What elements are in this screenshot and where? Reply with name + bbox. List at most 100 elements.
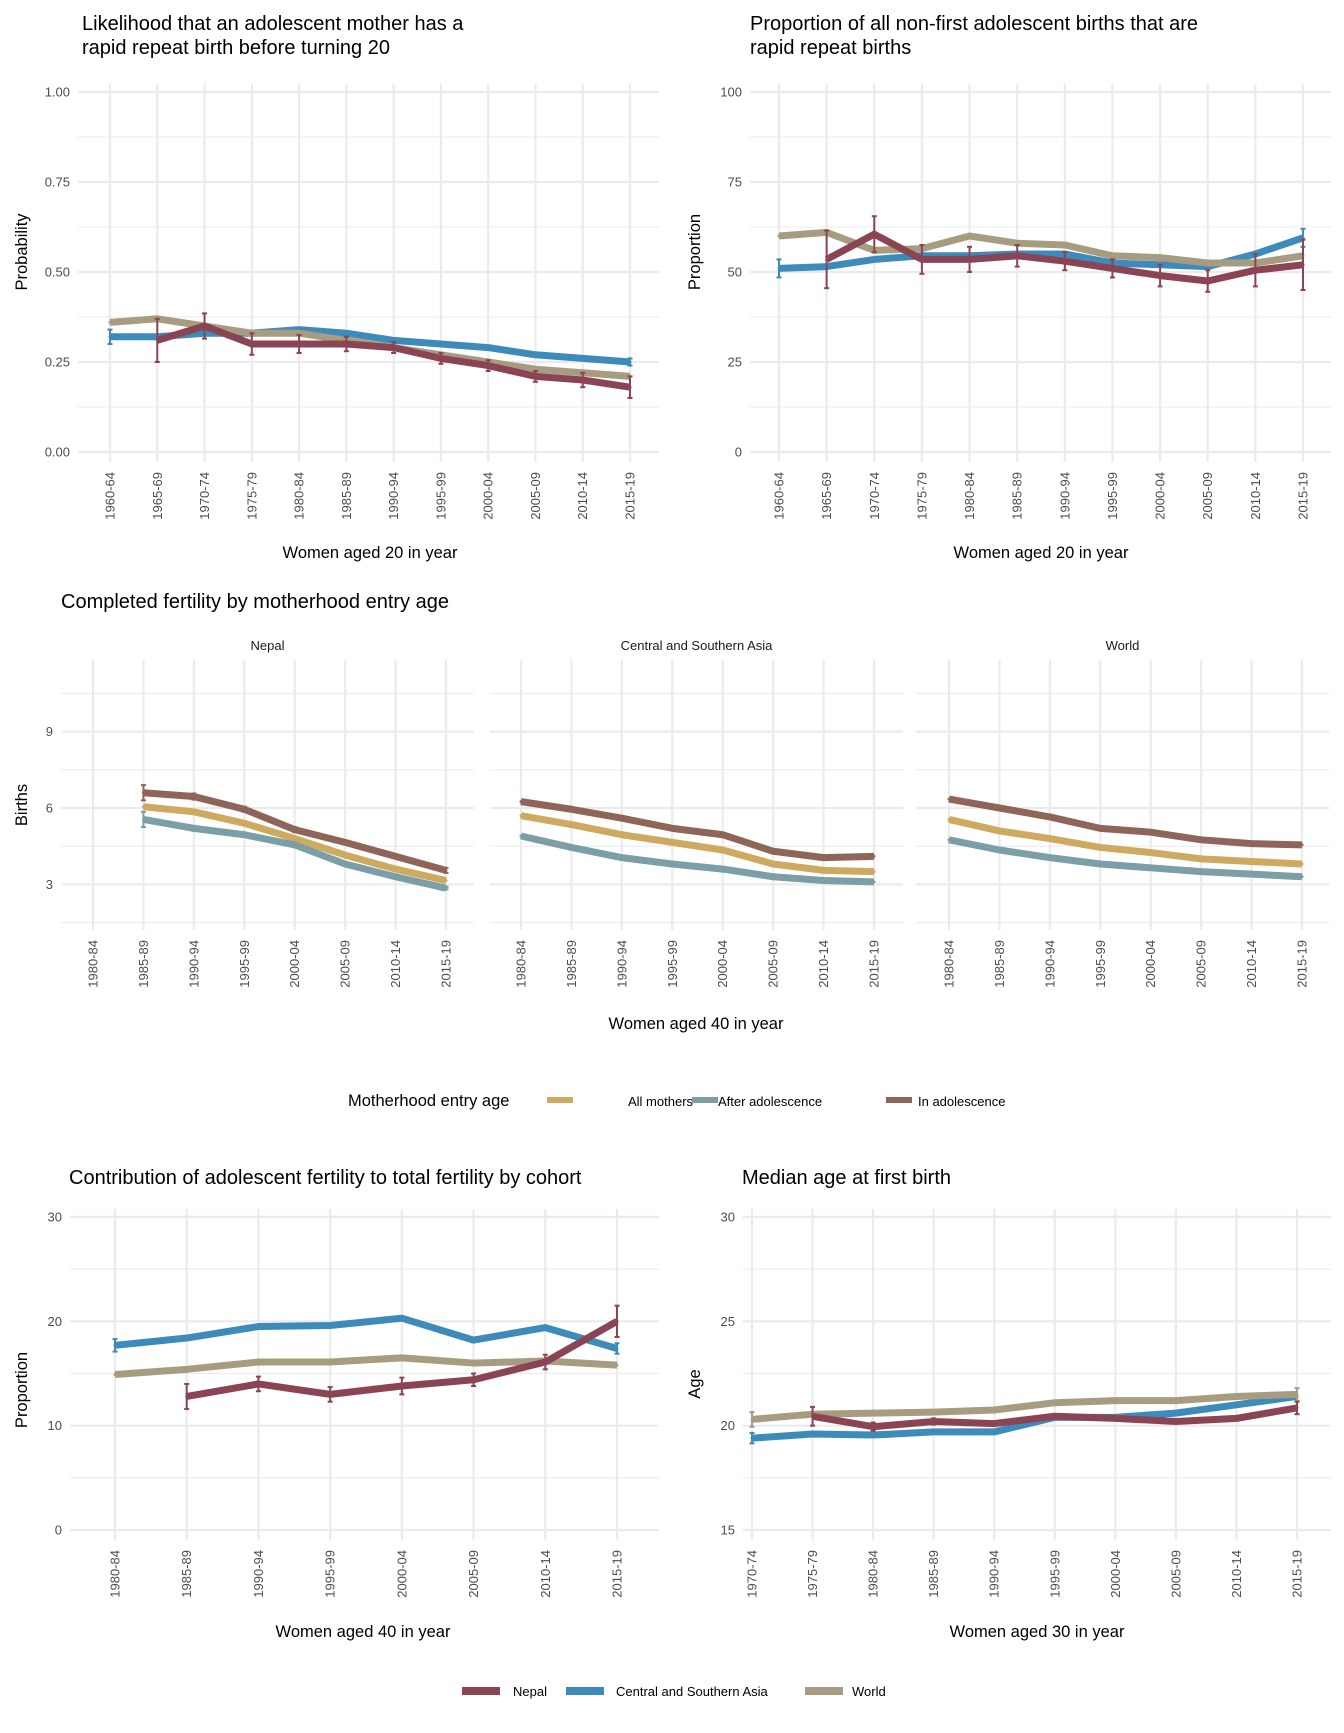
- x-tick-label: 2000-04: [1143, 940, 1158, 988]
- facet-world: World 1980-84 1985-89 1990-94 1995-99 2000-04…: [916, 638, 1329, 988]
- data-point: [1048, 815, 1052, 819]
- y-axis-title: Age: [686, 1369, 704, 1398]
- data-point: [394, 875, 398, 879]
- y-tick-label: 15: [721, 1523, 735, 1538]
- data-point: [192, 810, 196, 814]
- facet-strip-label: World: [1106, 638, 1140, 653]
- data-point: [472, 1361, 476, 1365]
- series-line-after_adolescence: [948, 836, 1303, 881]
- x-tick-label: 2010-14: [1244, 940, 1259, 988]
- data-point: [997, 806, 1001, 810]
- data-point: [822, 868, 826, 872]
- y-tick-label: 20: [48, 1314, 62, 1329]
- y-tick-label: 50: [728, 265, 742, 280]
- data-point: [947, 838, 951, 842]
- x-tick-label: 1965-69: [150, 472, 165, 520]
- data-point: [569, 823, 573, 827]
- series-line-world: [751, 1390, 1298, 1423]
- legend-item-nepal: Nepal: [462, 1684, 547, 1699]
- data-point: [1199, 857, 1203, 861]
- panel-rapid-repeat-proportion: Proportion of all non-first adolescent b…: [686, 13, 1331, 562]
- panel-title: Median age at first birth: [742, 1167, 951, 1189]
- data-point: [328, 1324, 332, 1328]
- data-point: [328, 1360, 332, 1364]
- x-tick-label: 1985-89: [926, 1550, 941, 1598]
- data-point: [1199, 870, 1203, 874]
- x-tick-label: 2005-09: [528, 472, 543, 520]
- series-line-all_mothers: [948, 816, 1303, 868]
- data-point: [1110, 254, 1114, 258]
- x-tick-label: 2005-09: [766, 940, 781, 988]
- data-point: [1048, 837, 1052, 841]
- series-nepal: [810, 1400, 1300, 1432]
- x-tick-label: 1990-94: [987, 1550, 1002, 1598]
- data-point: [811, 1432, 815, 1436]
- x-tick-label: 1995-99: [1093, 940, 1108, 988]
- y-tick-label: 30: [48, 1210, 62, 1225]
- x-tick-label: 1970-74: [197, 472, 212, 520]
- x-tick-label: 1980-84: [292, 472, 307, 520]
- data-point: [519, 800, 523, 804]
- y-tick-label: 25: [728, 355, 742, 370]
- data-point: [932, 1410, 936, 1414]
- data-point: [343, 853, 347, 857]
- data-point: [670, 862, 674, 866]
- x-tick-label: 2005-09: [466, 1550, 481, 1598]
- panel-median-age-first-birth: Median age at first birth Age Women aged 3…: [686, 1167, 1331, 1641]
- data-point: [1250, 859, 1254, 863]
- data-point: [1098, 845, 1102, 849]
- data-point: [141, 805, 145, 809]
- legend-item-csa: Central and Southern Asia: [566, 1684, 769, 1699]
- x-tick-label: 1990-94: [186, 940, 201, 988]
- y-tick-label: 10: [48, 1418, 62, 1433]
- data-point: [394, 854, 398, 858]
- y-tick-label: 20: [721, 1418, 735, 1433]
- x-tick-label: 2005-09: [1200, 472, 1215, 520]
- x-tick-label: 2010-14: [1248, 472, 1263, 520]
- data-point: [439, 342, 443, 346]
- data-point: [1048, 856, 1052, 860]
- x-tick-label: 1985-89: [992, 940, 1007, 988]
- panel-title-line: rapid repeat birth before turning 20: [82, 37, 390, 59]
- y-tick-label: 30: [721, 1210, 735, 1225]
- data-point: [1234, 1403, 1238, 1407]
- y-tick-label: 25: [721, 1314, 735, 1329]
- y-tick-label: 0.25: [45, 355, 70, 370]
- legend-motherhood-entry-age: Motherhood entry age All mothers After ado…: [348, 1092, 1005, 1110]
- data-point: [871, 1433, 875, 1437]
- data-point: [871, 1411, 875, 1415]
- data-point: [519, 834, 523, 838]
- facet-nepal: Nepal 3 6 9 1980-84 1985-89 1990-94 1995-99 2000…: [46, 638, 474, 988]
- legend-swatch: [462, 1687, 500, 1695]
- legend-item-in_adolescence: In adolescence: [886, 1094, 1005, 1109]
- x-tick-label: 1975-79: [244, 472, 259, 520]
- x-tick-label: 2015-19: [610, 1550, 625, 1598]
- series-all_mothers: [141, 803, 448, 884]
- data-point: [293, 837, 297, 841]
- panel-title-line: Likelihood that an adolescent mother has…: [82, 13, 464, 35]
- x-tick-label: 1990-94: [614, 940, 629, 988]
- facet-strip-label: Central and Southern Asia: [621, 638, 774, 653]
- x-tick-label: 1995-99: [237, 940, 252, 988]
- legend-label: All mothers: [628, 1094, 694, 1109]
- x-tick-label: 2010-14: [575, 472, 590, 520]
- data-point: [400, 1356, 404, 1360]
- data-point: [533, 367, 537, 371]
- panel-title-line: Proportion of all non-first adolescent b…: [750, 13, 1198, 35]
- series-line-all_mothers: [520, 812, 875, 876]
- data-point: [872, 870, 876, 874]
- legend-label: Central and Southern Asia: [616, 1684, 769, 1699]
- y-tick-label: 3: [46, 877, 53, 892]
- x-tick-label: 2010-14: [388, 940, 403, 988]
- x-tick-label: 1970-74: [745, 1550, 760, 1598]
- series-line-world: [114, 1354, 618, 1379]
- data-point: [1206, 261, 1210, 265]
- data-point: [872, 854, 876, 858]
- data-point: [1300, 843, 1304, 847]
- legend-swatch: [547, 1097, 573, 1103]
- x-tick-label: 1980-84: [866, 1550, 881, 1598]
- x-tick-label: 1990-94: [251, 1550, 266, 1598]
- data-point: [620, 816, 624, 820]
- legend-swatch: [805, 1687, 843, 1695]
- data-point: [721, 833, 725, 837]
